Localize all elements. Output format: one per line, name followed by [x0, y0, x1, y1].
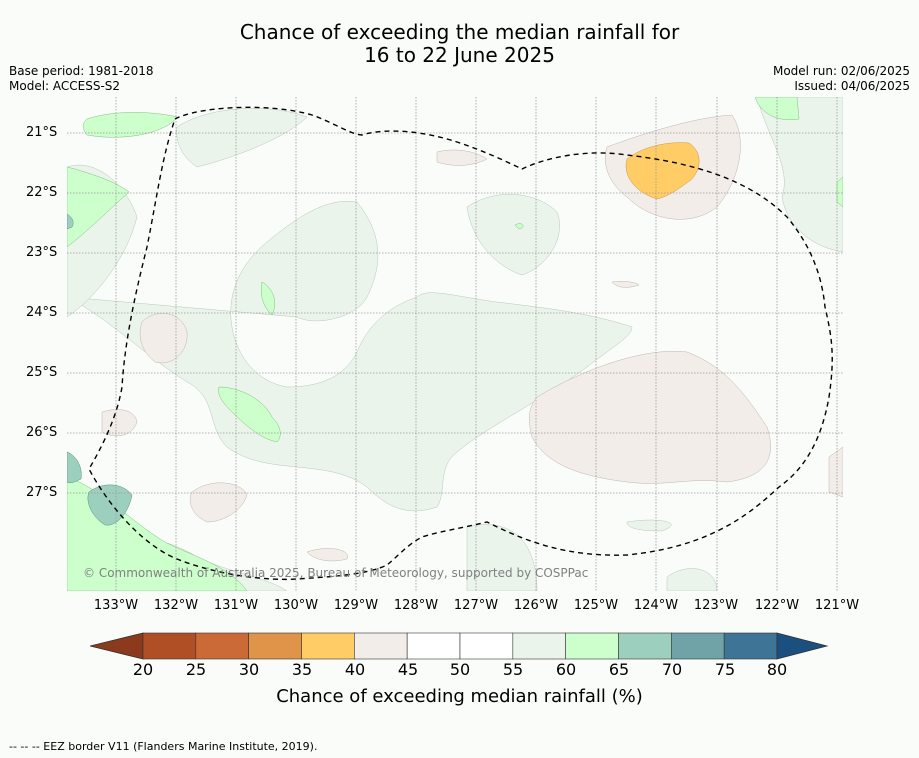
lon-label-127w: 127°W: [453, 598, 499, 613]
colorbar-segment: [406, 632, 461, 660]
colorbar-tick-70: 70: [661, 660, 683, 679]
colorbar-under-arrow: [90, 632, 144, 660]
colorbar-segment: [723, 632, 778, 660]
lon-label-129w: 129°W: [333, 598, 379, 613]
colorbar-segments: [142, 632, 778, 660]
lat-label-22s: 22°S: [26, 185, 58, 200]
lon-label-122w: 122°W: [754, 598, 800, 613]
colorbar-tick-20: 20: [132, 660, 154, 679]
lat-label-21s: 21°S: [26, 125, 58, 140]
colorbar-over-arrow: [776, 632, 829, 660]
colorbar-tick-65: 65: [608, 660, 630, 679]
colorbar-segment: [671, 632, 725, 660]
map-title-line1: Chance of exceeding the median rainfall …: [239, 20, 680, 44]
colorbar-segment: [512, 632, 566, 660]
copyright-notice: © Commonwealth of Australia 2025, Bureau…: [83, 566, 588, 580]
lon-label-130w: 130°W: [273, 598, 319, 613]
colorbar-tick-40: 40: [344, 660, 366, 679]
colorbar-tick-25: 25: [185, 660, 207, 679]
graticule: [67, 97, 843, 591]
lat-label-27s: 27°S: [26, 485, 58, 500]
model-run: Model run: 02/06/2025: [772, 64, 910, 78]
colorbar-label: Chance of exceeding median rainfall (%): [276, 686, 643, 707]
colorbar-segment: [142, 632, 197, 660]
colorbar-tick-45: 45: [397, 660, 419, 679]
lon-label-121w: 121°W: [814, 598, 860, 613]
colorbar-segment: [354, 632, 408, 660]
issued-date: Issued: 04/06/2025: [794, 79, 910, 93]
lon-label-125w: 125°W: [573, 598, 619, 613]
lat-label-23s: 23°S: [26, 245, 58, 260]
colorbar-tick-30: 30: [238, 660, 260, 679]
lat-label-26s: 26°S: [26, 425, 58, 440]
lon-label-131w: 131°W: [213, 598, 259, 613]
base-period: Base period: 1981-2018: [9, 64, 154, 78]
lon-label-124w: 124°W: [633, 598, 679, 613]
colorbar-tick-80: 80: [766, 660, 788, 679]
lat-label-24s: 24°S: [26, 305, 58, 320]
colorbar-segment: [565, 632, 619, 660]
colorbar: [90, 632, 829, 660]
colorbar-segment: [195, 632, 249, 660]
colorbar-segment: [301, 632, 355, 660]
lon-label-126w: 126°W: [513, 598, 559, 613]
map-title-line2: 16 to 22 June 2025: [364, 43, 555, 67]
lon-label-123w: 123°W: [693, 598, 739, 613]
colorbar-segment: [248, 632, 302, 660]
colorbar-segment: [618, 632, 672, 660]
colorbar-segment: [459, 632, 514, 660]
model-name: Model: ACCESS-S2: [9, 79, 121, 93]
rainfall-map: © Commonwealth of Australia 2025, Bureau…: [67, 97, 843, 591]
probability-35-40-region: [625, 142, 700, 200]
colorbar-tick-35: 35: [291, 660, 313, 679]
colorbar-tick-75: 75: [714, 660, 736, 679]
colorbar-tick-60: 60: [555, 660, 577, 679]
eez-border: [88, 106, 833, 581]
lon-label-128w: 128°W: [393, 598, 439, 613]
lon-label-132w: 132°W: [153, 598, 199, 613]
colorbar-tick-50: 50: [449, 660, 471, 679]
colorbar-tick-55: 55: [502, 660, 524, 679]
lat-label-25s: 25°S: [26, 365, 58, 380]
eez-legend-footer: -- -- -- EEZ border V11 (Flanders Marine…: [9, 740, 318, 753]
lon-label-133w: 133°W: [93, 598, 139, 613]
